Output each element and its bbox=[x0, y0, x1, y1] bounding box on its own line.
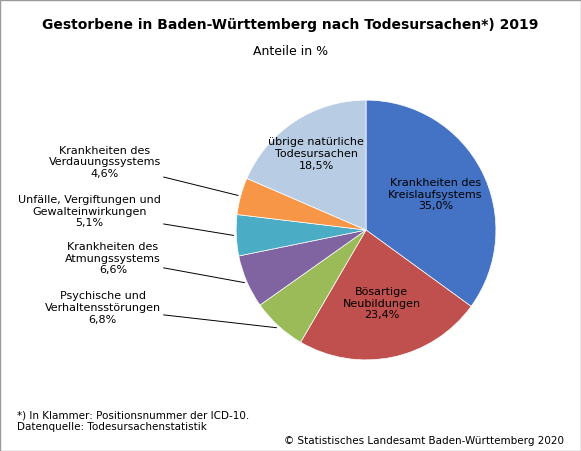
Text: Krankheiten des
Verdauungssystems
4,6%: Krankheiten des Verdauungssystems 4,6% bbox=[49, 146, 238, 195]
Text: Anteile in %: Anteile in % bbox=[253, 45, 328, 58]
Text: Bösartige
Neubildungen
23,4%: Bösartige Neubildungen 23,4% bbox=[342, 287, 421, 320]
Wedge shape bbox=[300, 230, 471, 360]
Text: Krankheiten des
Kreislaufsystems
35,0%: Krankheiten des Kreislaufsystems 35,0% bbox=[388, 178, 483, 211]
Text: *) In Klammer: Positionsnummer der ICD-10.
Datenquelle: Todesursachenstatistik: *) In Klammer: Positionsnummer der ICD-1… bbox=[17, 410, 250, 432]
Wedge shape bbox=[237, 179, 366, 230]
Wedge shape bbox=[247, 100, 366, 230]
Text: Psychische und
Verhaltensstörungen
6,8%: Psychische und Verhaltensstörungen 6,8% bbox=[45, 291, 277, 328]
Wedge shape bbox=[236, 215, 366, 256]
Wedge shape bbox=[260, 230, 366, 342]
Wedge shape bbox=[239, 230, 366, 305]
Text: Gestorbene in Baden-Württemberg nach Todesursachen*) 2019: Gestorbene in Baden-Württemberg nach Tod… bbox=[42, 18, 539, 32]
Text: Krankheiten des
Atmungssystems
6,6%: Krankheiten des Atmungssystems 6,6% bbox=[65, 242, 245, 283]
Text: übrige natürliche
Todesursachen
18,5%: übrige natürliche Todesursachen 18,5% bbox=[268, 138, 364, 170]
Text: © Statistisches Landesamt Baden-Württemberg 2020: © Statistisches Landesamt Baden-Württemb… bbox=[284, 437, 564, 446]
Text: Unfälle, Vergiftungen und
Gewalteinwirkungen
5,1%: Unfälle, Vergiftungen und Gewalteinwirku… bbox=[18, 195, 234, 235]
Wedge shape bbox=[366, 100, 496, 306]
